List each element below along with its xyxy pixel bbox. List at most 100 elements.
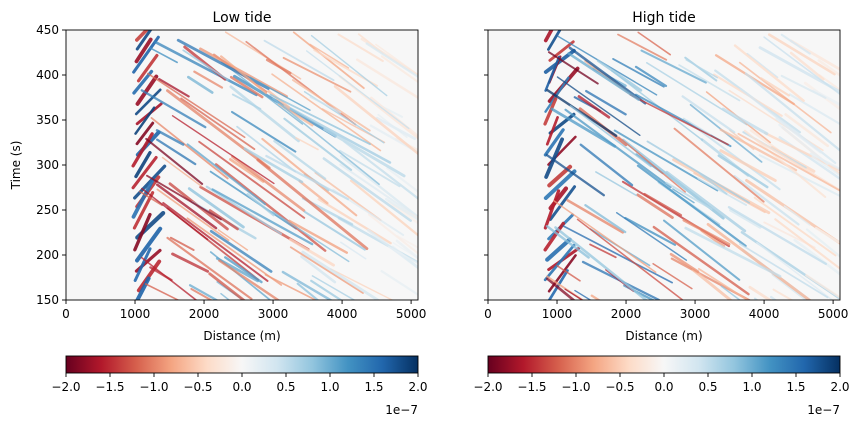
wave-stripe (585, 89, 627, 116)
wave-stripe (617, 33, 668, 61)
wave-stripe (300, 255, 337, 284)
wave-stripe (231, 93, 262, 110)
x-tick-label: 3000 (258, 307, 289, 321)
wave-stripe (662, 219, 741, 281)
colorbar-tick-label: 1.0 (320, 380, 339, 394)
wave-stripe (171, 252, 210, 273)
wave-stripe (337, 33, 384, 63)
wave-stripe (140, 89, 207, 129)
wave-stripe (214, 163, 327, 252)
wave-stripe (772, 288, 794, 300)
wave-stripe (298, 179, 329, 205)
wave-stripe (283, 104, 392, 164)
wave-stripe (576, 218, 684, 300)
x-tick-label: 4000 (749, 307, 780, 321)
x-axis-ticks: 0 1000 2000 3000 4000 5000 (62, 300, 426, 321)
wave-stripe (564, 288, 584, 300)
colorbar: −2.0 −1.5 −1.0 −0.5 0.0 0.5 1.0 1.5 2.0 1e−7 (473, 355, 850, 417)
x-axis-ticks: 0 1000 2000 3000 4000 5000 (484, 300, 848, 321)
wave-stripe (544, 76, 570, 113)
wave-stripe (301, 250, 381, 300)
colorbar-tick-label: 1.5 (786, 380, 805, 394)
wave-stripe (288, 219, 348, 254)
wave-stripe (681, 95, 736, 134)
wave-stripe (767, 33, 836, 76)
wave-stripe (322, 157, 412, 222)
wave-stripe (180, 97, 256, 151)
x-tick-label: 2000 (189, 307, 220, 321)
wave-stripe (256, 158, 369, 251)
wave-stripe (615, 211, 688, 261)
wave-stripe (147, 72, 246, 139)
wave-stripe (205, 185, 283, 235)
wave-stripe (684, 226, 782, 278)
wave-stripe (547, 269, 569, 300)
wave-stripe (746, 52, 779, 79)
colorbar-tick-label: 2.0 (408, 380, 427, 394)
wave-stripe (281, 270, 333, 300)
wave-stripe (556, 76, 641, 137)
wave-stripe (132, 69, 154, 95)
wave-stripe (682, 218, 731, 246)
wave-stripe (545, 153, 606, 197)
wave-stripe (243, 147, 304, 184)
wave-stripe (386, 166, 418, 194)
wave-stripe (543, 169, 577, 200)
wave-stripe (543, 30, 554, 43)
wave-stripe (135, 30, 150, 42)
wave-stripe (150, 117, 229, 180)
wave-stripe (380, 269, 418, 297)
wave-stripe (131, 132, 154, 168)
wave-stripe (788, 93, 840, 126)
wave-stripe (547, 51, 599, 85)
wave-stripe (231, 155, 306, 212)
wave-stripe (697, 177, 748, 206)
wave-stripe (543, 221, 566, 252)
x-tick-label: 0 (62, 307, 70, 321)
wave-stripe (697, 267, 750, 300)
wave-stripe (733, 44, 805, 102)
wave-stripe (283, 117, 353, 171)
wave-stripe (208, 272, 246, 300)
wave-stripe (738, 242, 829, 299)
wave-stripe (665, 181, 713, 211)
wave-stripe (310, 34, 388, 97)
wave-stripe (339, 149, 401, 188)
colorbar-tick-label: 0.0 (654, 380, 673, 394)
wave-stripe (145, 137, 204, 185)
wave-stripe (136, 53, 159, 83)
wave-stripe (291, 79, 371, 132)
wave-stripe (546, 277, 576, 300)
x-tick-label: 0 (484, 307, 492, 321)
wave-stripe (720, 285, 741, 300)
wave-stripe (706, 222, 812, 300)
wave-stripe (547, 30, 562, 51)
colorbar-tick-label: −1.5 (517, 380, 546, 394)
y-tick-label: 450 (36, 23, 59, 37)
wave-stripe (135, 30, 153, 51)
wave-stripe (612, 58, 665, 88)
wave-stripe (236, 125, 297, 173)
wave-stripe (311, 275, 356, 300)
wave-stripe (366, 228, 418, 270)
x-tick-label: 1000 (542, 307, 573, 321)
wave-stripe (135, 74, 159, 106)
wave-stripe (355, 58, 418, 100)
colorbar-tick-label: 0.0 (232, 380, 251, 394)
wave-stripe (743, 129, 827, 198)
colorbar: −2.0 −1.5 −1.0 −0.5 0.0 0.5 1.0 1.5 2.0 1e−7 (51, 355, 428, 417)
wave-stripe (640, 49, 707, 84)
wave-stripe (753, 196, 837, 257)
wave-stripe (733, 175, 800, 226)
wave-stripe (193, 70, 224, 89)
wave-stripe (763, 36, 840, 96)
wave-stripe (309, 43, 350, 69)
wave-stripe (387, 246, 418, 264)
wave-stripe (228, 158, 265, 183)
wave-stripe (784, 113, 829, 148)
wave-stripe (789, 51, 825, 81)
wave-stripe (323, 127, 406, 178)
wave-stripe (134, 106, 156, 135)
wave-stripe (365, 42, 418, 79)
wave-stripe (396, 235, 418, 249)
